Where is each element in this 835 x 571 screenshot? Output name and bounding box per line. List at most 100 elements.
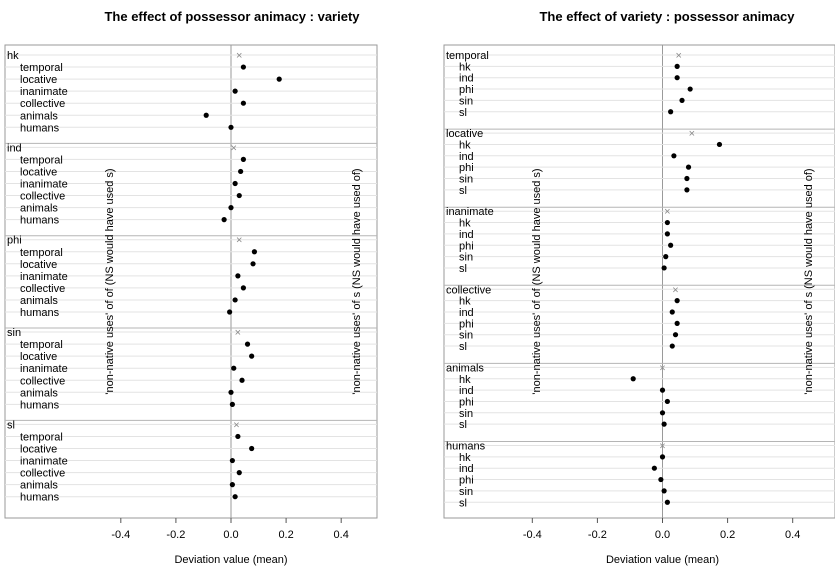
data-point bbox=[244, 341, 251, 347]
row-label: sl bbox=[459, 263, 467, 275]
group-label: humans bbox=[446, 441, 486, 453]
data-point bbox=[661, 488, 667, 494]
data-point bbox=[228, 205, 234, 211]
data-point bbox=[229, 482, 235, 488]
data-point bbox=[236, 470, 242, 476]
data-point bbox=[679, 97, 685, 103]
row-label: locative bbox=[20, 351, 57, 363]
row-label: sin bbox=[459, 486, 473, 498]
data-point bbox=[240, 285, 246, 291]
data-point bbox=[276, 76, 282, 82]
left-side-label: 'non-native uses' of of (NS would have u… bbox=[104, 168, 116, 394]
row-label: humans bbox=[20, 307, 60, 319]
data-point bbox=[672, 332, 679, 338]
row-label: sl bbox=[459, 497, 467, 509]
group-mean-marker: × bbox=[659, 441, 665, 453]
data-point bbox=[232, 297, 238, 303]
plot-frame bbox=[4, 44, 378, 519]
row-label: hk bbox=[459, 218, 471, 230]
row-label: locative bbox=[20, 444, 57, 456]
group-mean-marker: × bbox=[235, 327, 241, 339]
group-mean-marker: × bbox=[672, 284, 678, 296]
data-point bbox=[684, 175, 690, 182]
row-label: inanimate bbox=[20, 86, 68, 98]
group-label: hk bbox=[7, 50, 19, 62]
x-axis-label: Deviation value (mean) bbox=[174, 554, 287, 566]
row-label: animals bbox=[20, 480, 58, 492]
group-label: ind bbox=[7, 142, 22, 154]
data-point bbox=[630, 376, 636, 382]
right-side-label: 'non-native uses' of s (NS would have us… bbox=[351, 168, 363, 394]
row-label: inanimate bbox=[20, 271, 68, 283]
data-point bbox=[664, 398, 670, 405]
row-label: sin bbox=[459, 252, 473, 264]
row-label: ind bbox=[459, 385, 474, 397]
row-label: locative bbox=[20, 259, 57, 271]
x-tick-label: -0.4 bbox=[111, 529, 130, 541]
row-label: humans bbox=[20, 492, 60, 504]
data-point bbox=[249, 445, 255, 452]
group-label: collective bbox=[446, 284, 491, 296]
data-point bbox=[664, 231, 670, 237]
row-label: sl bbox=[459, 419, 467, 431]
row-label: phi bbox=[459, 475, 474, 487]
row-label: phi bbox=[459, 240, 474, 252]
data-point bbox=[668, 109, 674, 115]
data-point bbox=[674, 63, 680, 69]
data-point bbox=[663, 254, 669, 260]
data-point bbox=[658, 476, 664, 483]
group-mean-marker: × bbox=[233, 419, 239, 431]
data-point bbox=[232, 88, 238, 94]
row-label: hk bbox=[459, 139, 471, 151]
data-point bbox=[250, 261, 256, 267]
row-label: sl bbox=[459, 107, 467, 119]
data-point bbox=[661, 265, 667, 271]
row-label: phi bbox=[459, 318, 474, 330]
row-label: humans bbox=[20, 399, 60, 411]
data-point bbox=[251, 249, 258, 255]
row-label: collective bbox=[20, 98, 65, 110]
x-tick-label: 0.2 bbox=[278, 529, 293, 541]
chart-panel-2: The effect of variety : possessor animac… bbox=[443, 9, 835, 566]
row-label: collective bbox=[20, 468, 65, 480]
data-point bbox=[239, 377, 245, 383]
data-point bbox=[227, 309, 233, 315]
row-label: temporal bbox=[20, 62, 63, 74]
row-label: sin bbox=[459, 174, 473, 186]
data-point bbox=[228, 124, 234, 130]
x-tick-label: 0.4 bbox=[334, 529, 349, 541]
left-side-label: 'non-native uses' of of (NS would have u… bbox=[531, 168, 543, 394]
data-point bbox=[232, 494, 238, 500]
row-label: temporal bbox=[20, 154, 63, 166]
data-point bbox=[669, 309, 675, 315]
x-tick-label: -0.4 bbox=[523, 529, 542, 541]
plot-frame bbox=[443, 44, 835, 519]
data-point bbox=[671, 153, 677, 159]
row-label: humans bbox=[20, 122, 60, 134]
row-label: hk bbox=[459, 296, 471, 308]
chart-title: The effect of variety : possessor animac… bbox=[539, 9, 795, 24]
data-point bbox=[659, 454, 666, 460]
group-label: sin bbox=[7, 327, 21, 339]
group-label: temporal bbox=[446, 50, 489, 62]
row-label: sin bbox=[459, 330, 473, 342]
group-mean-marker: × bbox=[231, 142, 237, 154]
row-label: ind bbox=[459, 229, 474, 241]
row-label: temporal bbox=[20, 339, 63, 351]
x-tick-label: -0.2 bbox=[166, 529, 185, 541]
data-point bbox=[651, 465, 657, 471]
data-point bbox=[674, 75, 680, 81]
data-point bbox=[228, 389, 234, 395]
group-mean-marker: × bbox=[689, 128, 695, 140]
group-mean-marker: × bbox=[676, 50, 682, 62]
data-point bbox=[231, 365, 237, 371]
data-point bbox=[687, 86, 693, 92]
data-point bbox=[659, 410, 666, 416]
group-label: animals bbox=[446, 362, 484, 374]
data-point bbox=[684, 187, 690, 193]
data-point bbox=[235, 273, 241, 279]
x-axis-label: Deviation value (mean) bbox=[606, 554, 719, 566]
row-label: inanimate bbox=[20, 363, 68, 375]
row-label: hk bbox=[459, 452, 471, 464]
